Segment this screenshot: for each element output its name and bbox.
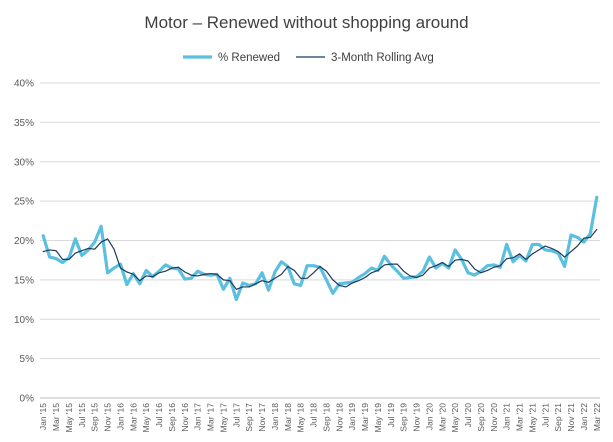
x-tick-label: Jan '22 <box>579 403 589 430</box>
x-tick-label: Sep '15 <box>90 403 100 432</box>
series-line-rolling-avg <box>42 228 598 290</box>
y-tick-label: 5% <box>20 354 35 365</box>
x-tick-label: Mar '18 <box>283 403 293 431</box>
x-tick-label: Jan '18 <box>270 403 280 430</box>
x-tick-label: Mar '21 <box>515 403 525 431</box>
legend-label-rolling-avg: 3-Month Rolling Avg <box>331 52 434 64</box>
gridlines <box>40 82 600 399</box>
x-tick-label: Nov '16 <box>180 403 190 432</box>
x-tick-label: Nov '17 <box>257 403 267 432</box>
x-tick-label: Jul '17 <box>231 403 241 428</box>
y-tick-label: 40% <box>14 79 34 90</box>
x-tick-label: Nov '19 <box>412 403 422 432</box>
x-tick-label: Jan '19 <box>347 403 357 430</box>
series-line-renewed <box>41 195 599 302</box>
x-tick-label: Jan '15 <box>38 403 48 430</box>
x-tick-label: Jan '16 <box>115 403 125 430</box>
x-tick-label: Jul '18 <box>309 403 319 428</box>
x-tick-label: Sep '19 <box>399 403 409 432</box>
x-tick-label: Nov '20 <box>489 403 499 432</box>
x-tick-label: Sep '18 <box>321 403 331 432</box>
legend: % Renewed 3-Month Rolling Avg <box>183 52 434 64</box>
y-tick-label: 15% <box>14 275 34 286</box>
x-tick-label: Jul '15 <box>77 403 87 428</box>
x-tick-label: Jul '21 <box>540 403 550 428</box>
x-tick-label: May '19 <box>373 403 383 433</box>
x-tick-label: Sep '20 <box>476 403 486 432</box>
y-axis-tick-labels: 0% 5% 10% 15% 20% 25% 30% 35% 40% <box>14 79 34 405</box>
y-tick-label: 25% <box>14 197 34 208</box>
x-tick-label: Mar '17 <box>206 403 216 431</box>
y-tick-label: 20% <box>14 236 34 247</box>
series-lines <box>41 195 599 302</box>
y-tick-label: 35% <box>14 118 34 129</box>
x-tick-label: May '20 <box>450 403 460 433</box>
y-tick-label: 10% <box>14 315 34 326</box>
x-tick-label: Jul '19 <box>386 403 396 428</box>
x-tick-label: Mar '16 <box>128 403 138 431</box>
x-tick-label: Sep '16 <box>167 403 177 432</box>
x-tick-label: Jan '21 <box>502 403 512 430</box>
x-tick-label: May '16 <box>141 403 151 433</box>
x-tick-label: Jul '20 <box>463 403 473 428</box>
x-tick-label: May '15 <box>64 403 74 433</box>
x-tick-label: May '18 <box>296 403 306 433</box>
chart-title: Motor – Renewed without shopping around <box>144 13 468 32</box>
y-tick-label: 30% <box>14 157 34 168</box>
x-tick-label: Jan '17 <box>193 403 203 430</box>
x-tick-label: Nov '21 <box>566 403 576 432</box>
x-axis-tick-labels: Jan '15 Mar '15 May '15 Jul '15 Sep '15 Nov '… <box>38 403 602 433</box>
x-tick-label: Mar '22 <box>592 403 602 431</box>
legend-label-renewed: % Renewed <box>218 52 280 64</box>
x-tick-label: Jul '16 <box>154 403 164 428</box>
x-tick-label: Mar '20 <box>437 403 447 431</box>
x-tick-label: Sep '21 <box>553 403 563 432</box>
x-tick-label: Sep '17 <box>244 403 254 432</box>
x-tick-label: Mar '15 <box>51 403 61 431</box>
x-tick-label: May '21 <box>527 403 537 433</box>
y-tick-label: 0% <box>20 394 35 405</box>
x-tick-label: May '17 <box>218 403 228 433</box>
x-tick-label: Mar '19 <box>360 403 370 431</box>
x-tick-label: Jan '20 <box>424 403 434 430</box>
x-tick-label: Nov '15 <box>103 403 113 432</box>
x-tick-label: Nov '18 <box>334 403 344 432</box>
